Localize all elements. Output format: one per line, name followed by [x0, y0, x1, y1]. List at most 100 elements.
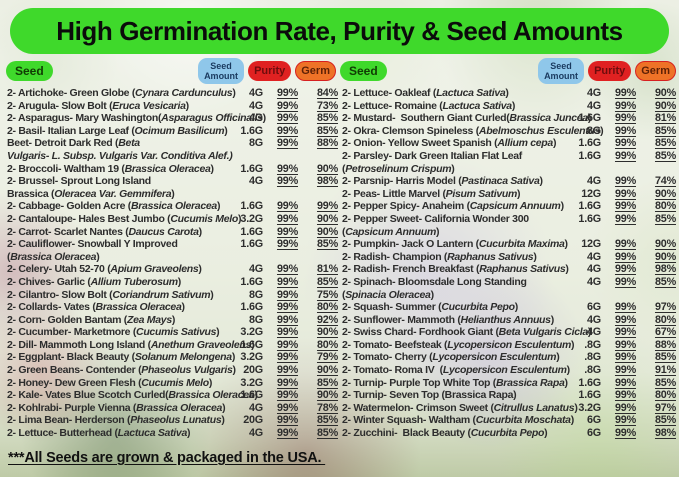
- purity-value: 99%: [614, 250, 636, 263]
- purity-value: 99%: [276, 87, 298, 99]
- seed-amount-header-badge: Seed Amount: [538, 58, 585, 84]
- seed-amount-value: 1.6G: [240, 200, 263, 213]
- table-row: 2- Mustard- Southern Giant Curled(Brassi…: [342, 112, 676, 125]
- table-row: 2- Lettuce- Oakleaf (Lactuca Sativa) 4G 99…: [342, 87, 676, 100]
- purity-value: 99%: [614, 137, 636, 150]
- seed-name: 2- Zucchini- Black Beauty (Cucurbita Pep…: [342, 427, 548, 440]
- germ-value: 75%: [316, 288, 338, 301]
- table-row: 2- Spinach- Bloomsdale Long Standing (Sp…: [342, 276, 676, 301]
- purity-value: 99%: [614, 427, 636, 440]
- table-row: 2- Watermelon- Crimson Sweet (Citrullus …: [342, 402, 676, 415]
- seed-amount-value: 4G: [586, 175, 601, 188]
- purity-value: 99%: [276, 351, 298, 364]
- germ-value: 90%: [316, 162, 338, 175]
- table-row: 2- Peas- Little Marvel (Pisum Sativum) 12…: [342, 188, 676, 201]
- seed-amount-value: 4G: [586, 326, 601, 339]
- purity-value: 99%: [614, 263, 636, 276]
- germ-value: 85%: [654, 275, 676, 288]
- table-row: 2- Cabbage- Golden Acre (Brassica Olerac…: [7, 200, 338, 213]
- seed-amount-value: 8G: [586, 124, 601, 137]
- germ-value: 85%: [654, 149, 676, 162]
- germ-value: 85%: [654, 414, 676, 427]
- seed-name: 2- Radish- Champion (Raphanus Sativus): [342, 250, 537, 263]
- table-row: 2- Lima Bean- Herderson (Phaseolus Lunat…: [7, 414, 338, 427]
- seed-amount-value: 3.2G: [578, 401, 601, 414]
- germ-value: 97%: [654, 401, 676, 414]
- right-column-header: Seed Seed Amount Purity Germ: [340, 57, 676, 85]
- seed-name: 2- Winter Squash- Waltham (Cucurbita Mos…: [342, 414, 574, 427]
- seed-name: 2- Pepper Spicy- Anaheim (Capsicum Annuu…: [342, 200, 564, 213]
- seed-amount-value: 1.6G: [240, 225, 263, 238]
- seed-name: 2- Collards- Vates (Brassica Oleracea): [7, 301, 185, 314]
- purity-value: 99%: [276, 162, 298, 175]
- seed-name: 2- Tomato- Beefsteak (Lycopersicon Escul…: [342, 338, 575, 351]
- purity-value: 99%: [276, 175, 298, 188]
- table-row: 2- Cantaloupe- Hales Best Jumbo (Cucumis…: [7, 213, 338, 226]
- seed-name: 2- Broccoli- Waltham 19 (Brassica Olerac…: [7, 162, 214, 175]
- purity-value: 99%: [614, 301, 636, 314]
- table-row: 2- Collards- Vates (Brassica Oleracea) 1.…: [7, 301, 338, 314]
- germ-value: 80%: [316, 301, 338, 314]
- table-row: 2- Lettuce- Butterhead (Lactuca Sativa) 4…: [7, 427, 338, 440]
- table-row: 2- Turnip- Seven Top (Brassica Rapa) 1.6G…: [342, 389, 676, 402]
- seed-amount-value: 8G: [248, 137, 263, 150]
- seed-name: 2- Watermelon- Crimson Sweet (Citrullus …: [342, 401, 578, 414]
- germ-value: 98%: [316, 175, 338, 188]
- seed-name: 2- Basil- Italian Large Leaf (Ocimum Bas…: [7, 124, 228, 137]
- seed-amount-value: 4G: [586, 313, 601, 326]
- seed-amount-value: 1.6G: [240, 301, 263, 314]
- germ-value: 88%: [316, 137, 338, 150]
- germ-value: 90%: [654, 99, 676, 112]
- seed-amount-value: 4G: [248, 401, 263, 414]
- seed-name: 2- Cauliflower- Snowball Y Improved (Bra…: [7, 238, 178, 263]
- seed-amount-value: .8G: [584, 364, 601, 377]
- germ-value: 80%: [654, 200, 676, 213]
- table-row: 2- Onion- Yellow Sweet Spanish (Allium c…: [342, 137, 676, 150]
- seed-amount-value: 3.2G: [240, 351, 263, 364]
- purity-value: 99%: [276, 389, 298, 402]
- germ-value: 80%: [654, 313, 676, 326]
- seed-amount-value: 4G: [248, 99, 263, 112]
- table-row: 2- Cucumber- Marketmore (Cucumis Sativus…: [7, 326, 338, 339]
- seed-name: 2- Pumpkin- Jack O Lantern (Cucurbita Ma…: [342, 238, 568, 251]
- germ-value: 85%: [654, 351, 676, 364]
- germ-value: 73%: [316, 99, 338, 112]
- germ-value: 85%: [316, 238, 338, 251]
- left-header-badges: Seed Amount Purity Germ: [198, 58, 336, 84]
- seed-name: 2- Lettuce- Oakleaf (Lactuca Sativa): [342, 87, 509, 99]
- seed-amount-value: 6G: [586, 301, 601, 314]
- seed-name: 2- Cabbage- Golden Acre (Brassica Olerac…: [7, 200, 221, 213]
- seed-amount-value: 3.2G: [240, 212, 263, 225]
- seed-amount-value: 4G: [248, 112, 263, 125]
- germ-value: 99%: [316, 200, 338, 213]
- seed-name: 2- Cilantro- Slow Bolt (Coriandrum Sativ…: [7, 288, 214, 301]
- seed-name: 2- Swiss Chard- Fordhook Giant (Beta Vul…: [342, 326, 592, 339]
- germ-value: 81%: [316, 263, 338, 276]
- germ-value: 90%: [316, 326, 338, 339]
- purity-value: 99%: [614, 175, 636, 188]
- table-row: 2- Pepper Spicy- Anaheim (Capsicum Annuu…: [342, 200, 676, 213]
- germ-value: 79%: [316, 351, 338, 364]
- purity-value: 99%: [276, 112, 298, 125]
- purity-value: 99%: [614, 364, 636, 377]
- germ-value: 74%: [654, 175, 676, 188]
- table-row: 2- Artichoke- Green Globe (Cynara Cardun…: [7, 87, 338, 100]
- seed-amount-value: 1.6G: [578, 376, 601, 389]
- purity-value: 99%: [614, 326, 636, 339]
- seed-table-left: 2- Artichoke- Green Globe (Cynara Cardun…: [7, 87, 338, 440]
- purity-value: 99%: [276, 137, 298, 150]
- table-row: 2- Kale- Vates Blue Scotch Curled(Brassi…: [7, 389, 338, 402]
- seed-table-right: 2- Lettuce- Oakleaf (Lactuca Sativa) 4G 99…: [342, 87, 676, 440]
- seed-amount-value: 8G: [248, 288, 263, 301]
- purity-value: 99%: [614, 149, 636, 162]
- purity-value: 99%: [276, 225, 298, 238]
- purity-value: 99%: [276, 376, 298, 389]
- germ-value: 80%: [654, 389, 676, 402]
- table-row: 2- Pumpkin- Jack O Lantern (Cucurbita Ma…: [342, 238, 676, 251]
- purity-header-badge: Purity: [248, 61, 292, 81]
- seed-amount-value: 1.6G: [578, 200, 601, 213]
- purity-value: 99%: [276, 427, 298, 440]
- seed-name: 2- Spinach- Bloomsdale Long Standing (Sp…: [342, 275, 527, 301]
- seed-amount-value: 1.6G: [578, 212, 601, 225]
- germ-value: 85%: [316, 427, 338, 440]
